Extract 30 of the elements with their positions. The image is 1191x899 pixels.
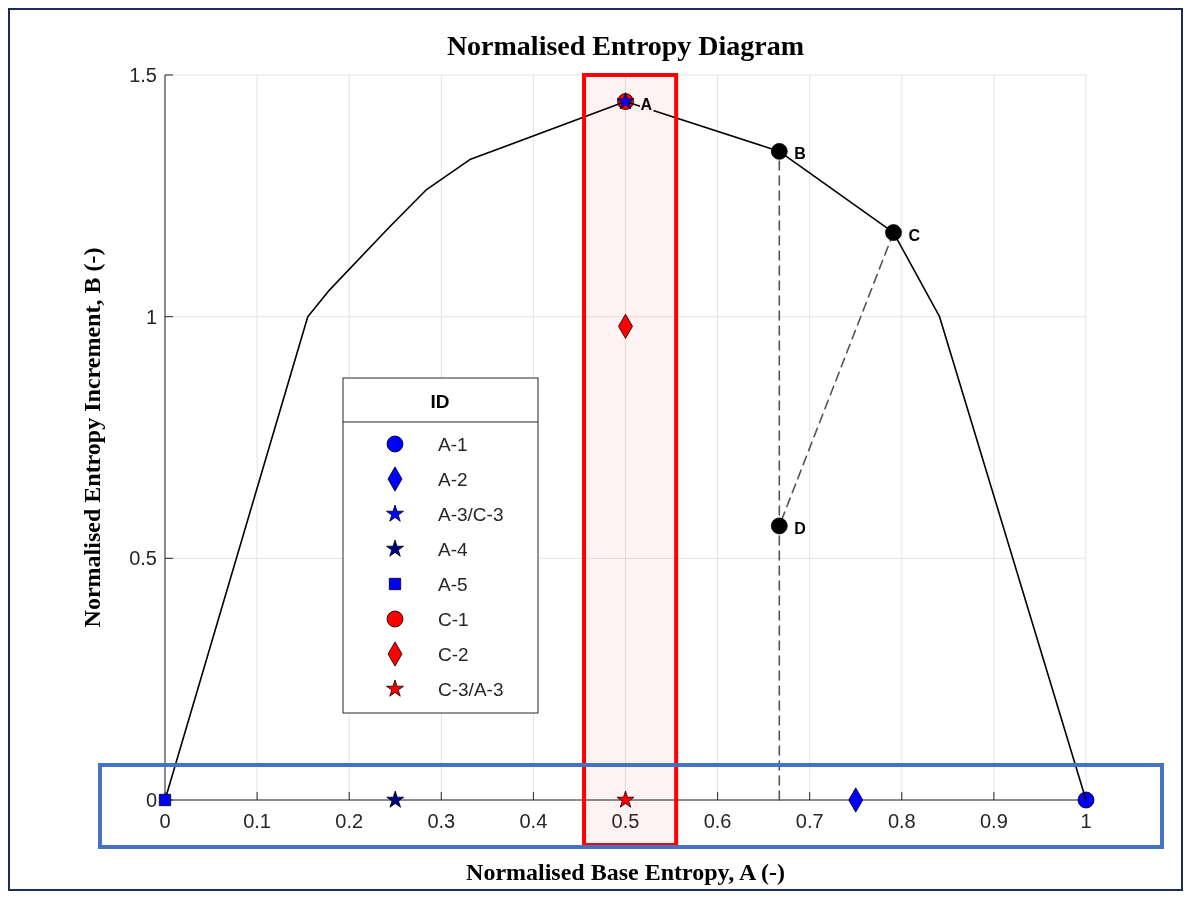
legend-title: ID	[430, 391, 450, 412]
legend-label: C-3/A-3	[438, 679, 504, 700]
x-tick-label: 0	[159, 810, 171, 832]
y-tick-label: 1	[145, 305, 157, 328]
annotation: D	[794, 519, 806, 537]
annotation: C	[908, 226, 921, 244]
y-tick-label: 0.5	[129, 547, 157, 570]
legend-label: A-1	[438, 434, 468, 455]
y-tick-label: 0	[145, 789, 157, 811]
x-tick-label: 1	[1080, 810, 1092, 832]
x-tick-label: 0.9	[979, 810, 1008, 832]
x-tick-label: 0.6	[703, 810, 732, 832]
y-axis-title: Normalised Entropy Increment, B (-)	[79, 247, 105, 628]
x-tick-label: 0.4	[519, 810, 548, 832]
x-axis-title: Normalised Base Entropy, A (-)	[466, 859, 785, 885]
legend-label: A-5	[438, 574, 468, 595]
y-tick-label: 1.5	[129, 64, 157, 86]
x-tick-label: 0.3	[427, 810, 456, 832]
x-tick-label: 0.2	[335, 810, 364, 832]
annotation: B	[794, 145, 806, 163]
legend-label: A-3/C-3	[438, 504, 504, 525]
x-tick-label: 0.5	[611, 810, 640, 832]
x-tick-label: 0.8	[887, 810, 916, 832]
chart-title: Normalised Entropy Diagram	[446, 30, 805, 61]
legend-label: A-4	[438, 539, 468, 560]
x-tick-label: 0.7	[795, 810, 824, 832]
x-tick-label: 0.1	[243, 810, 272, 832]
legend-label: A-2	[438, 469, 468, 490]
legend-label: C-2	[438, 644, 469, 665]
legend-label: C-1	[438, 609, 469, 630]
